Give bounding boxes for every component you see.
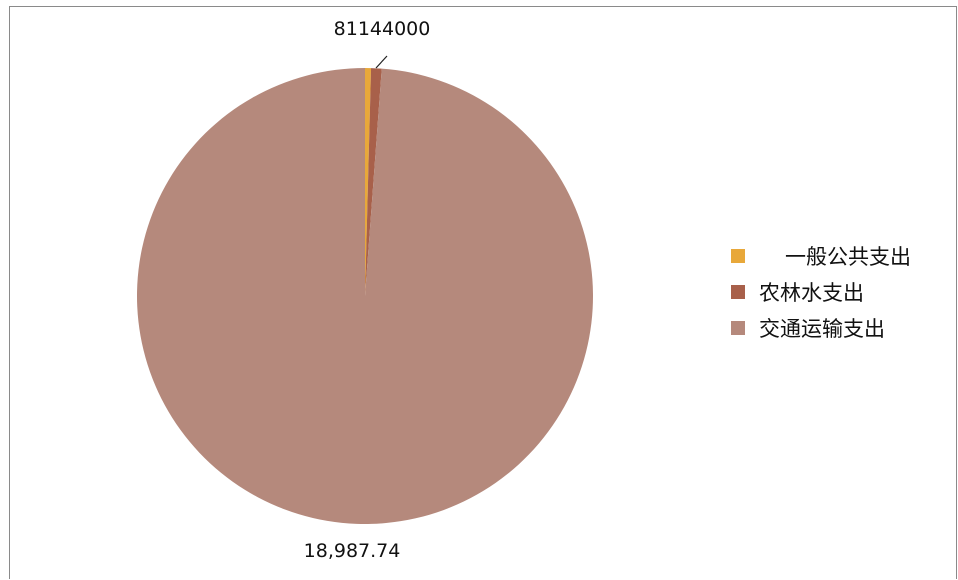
legend-swatch-交通运输支出 xyxy=(731,321,745,335)
legend-label-一般公共支出: 一般公共支出 xyxy=(785,245,911,269)
legend-item-交通运输支出[interactable]: 交通运输支出 xyxy=(731,310,953,346)
pie-slice-交通运输支出[interactable] xyxy=(136,68,593,524)
legend-label-交通运输支出: 交通运输支出 xyxy=(759,317,885,341)
legend-swatch-一般公共支出 xyxy=(731,249,745,263)
pie-slices xyxy=(136,68,593,524)
leader-line xyxy=(375,55,388,69)
legend: 一般公共支出 农林水支出 交通运输支出 xyxy=(731,238,953,346)
small-slice-labels-overlapping: 81144000 xyxy=(334,18,431,40)
legend-item-一般公共支出[interactable]: 一般公共支出 xyxy=(731,238,953,274)
legend-label-农林水支出: 农林水支出 xyxy=(759,281,864,305)
data-label-交通运输支出: 18,987.74 xyxy=(304,540,401,562)
pie-slice-农林水支出[interactable] xyxy=(365,68,382,296)
pie-slice-一般公共支出[interactable] xyxy=(365,68,372,296)
legend-swatch-农林水支出 xyxy=(731,285,745,299)
legend-item-农林水支出[interactable]: 农林水支出 xyxy=(731,274,953,310)
